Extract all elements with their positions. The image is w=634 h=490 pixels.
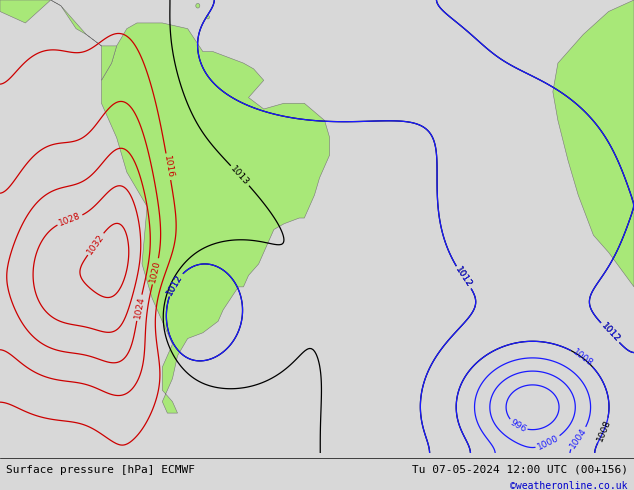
Text: 996: 996 [508,418,528,434]
Text: 1012: 1012 [165,272,184,296]
Text: 1032: 1032 [85,232,106,256]
Text: Tu 07-05-2024 12:00 UTC (00+156): Tu 07-05-2024 12:00 UTC (00+156) [411,465,628,475]
Text: 1012: 1012 [453,266,474,290]
Text: 1012: 1012 [165,272,184,296]
Text: 1000: 1000 [536,434,560,452]
Text: 1012: 1012 [599,321,621,344]
Circle shape [196,3,200,8]
Text: 1008: 1008 [571,347,594,368]
Polygon shape [51,0,117,80]
Text: 1004: 1004 [568,426,588,450]
Text: Surface pressure [hPa] ECMWF: Surface pressure [hPa] ECMWF [6,465,195,475]
Text: 1024: 1024 [133,295,146,320]
Text: 1008: 1008 [595,418,612,443]
Text: 1012: 1012 [599,321,621,344]
Text: 1012: 1012 [453,266,474,290]
Text: 1016: 1016 [162,155,175,179]
Circle shape [207,16,209,19]
Polygon shape [0,0,51,23]
Text: ©weatheronline.co.uk: ©weatheronline.co.uk [510,481,628,490]
Text: 1013: 1013 [229,164,251,187]
Polygon shape [553,0,634,287]
Text: 1028: 1028 [58,212,82,228]
Polygon shape [101,23,330,413]
Text: 1020: 1020 [148,259,162,284]
